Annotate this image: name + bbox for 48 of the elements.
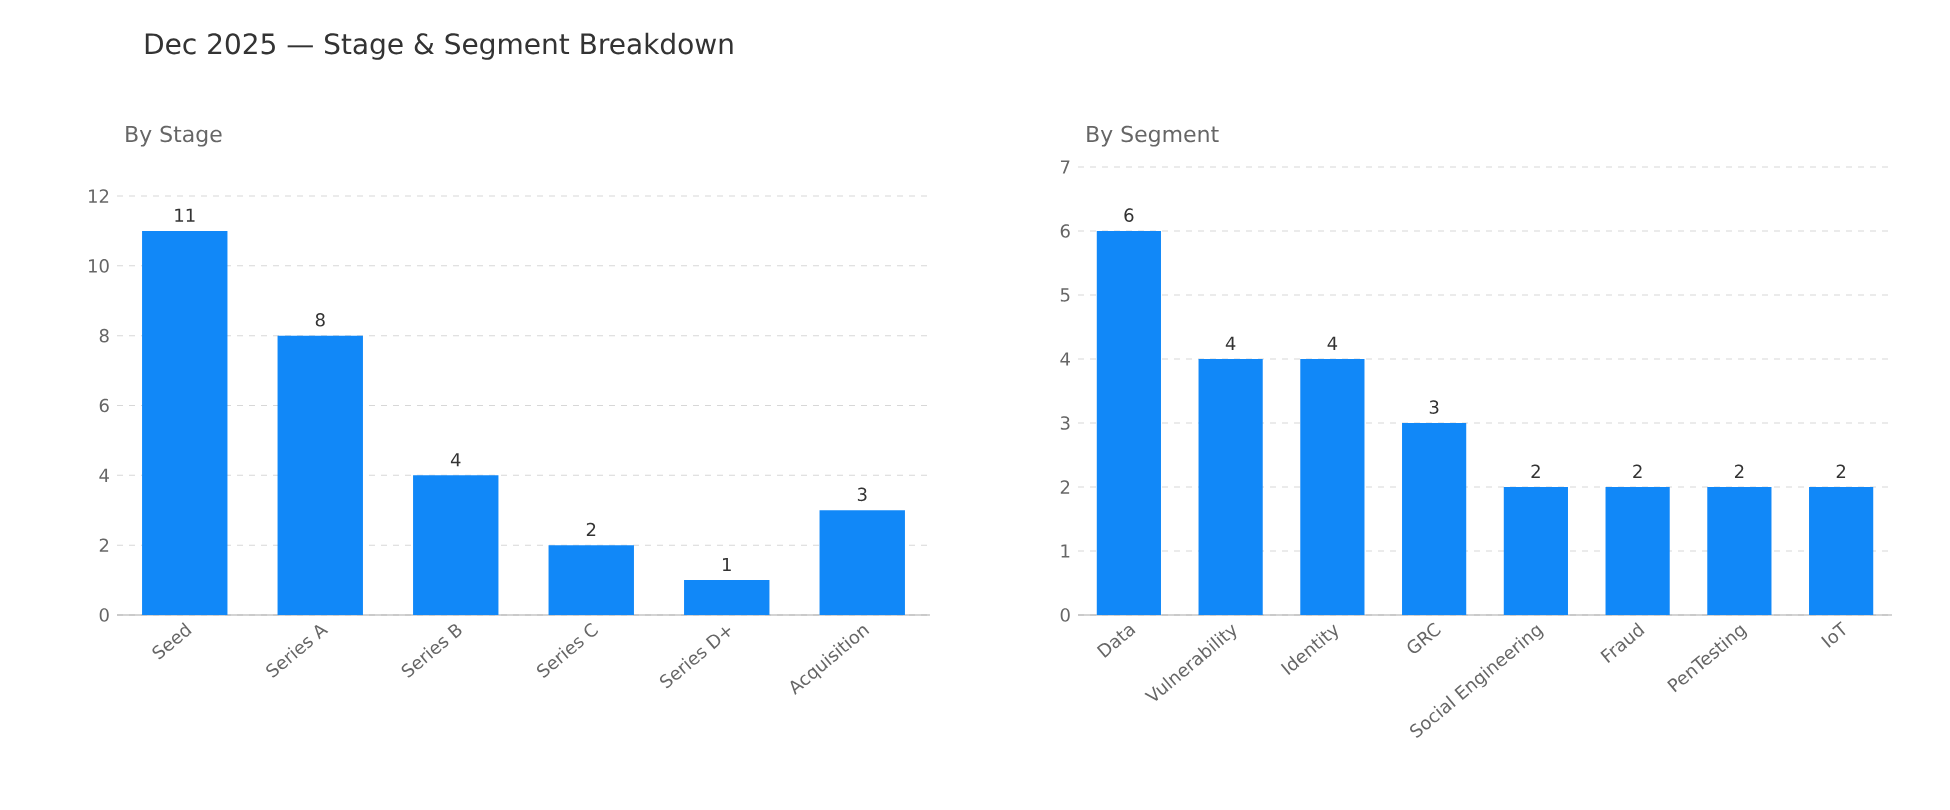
y-tick-label: 10 [89, 259, 109, 273]
data-label: 3 [857, 487, 867, 502]
bar [1809, 487, 1874, 615]
bar [1402, 423, 1467, 615]
y-tick-label: 7 [1060, 160, 1070, 174]
data-label: 11 [175, 208, 195, 222]
bar [1707, 487, 1772, 615]
data-label: 1 [723, 557, 731, 572]
data-label: 2 [1836, 464, 1846, 478]
data-label: 2 [1531, 464, 1540, 478]
y-tick-label: 4 [99, 468, 109, 482]
x-tick-label: IoT [1821, 621, 1846, 648]
bar [277, 335, 363, 615]
bar [1096, 231, 1161, 615]
chart-subtitle: By Segment [1087, 125, 1219, 147]
y-tick-label: 6 [99, 398, 109, 413]
data-label: 4 [450, 453, 461, 467]
bar [1198, 359, 1263, 615]
chart-title: Dec 2025 — Stage & Segment Breakdown [145, 32, 733, 60]
data-label: 3 [1429, 400, 1439, 414]
y-tick-label: 3 [1060, 416, 1070, 430]
data-label: 2 [1734, 464, 1744, 478]
bar [1503, 487, 1568, 615]
bar [1605, 487, 1670, 615]
bar [548, 545, 634, 615]
x-tick-label: GRC [1407, 622, 1441, 654]
data-label: 8 [315, 312, 325, 327]
chart-subtitle: By Stage [126, 125, 222, 147]
y-tick-label: 12 [89, 189, 109, 203]
y-tick-label: 6 [1060, 224, 1070, 238]
bar [1300, 359, 1365, 615]
data-label: 6 [1124, 208, 1134, 222]
bar [413, 475, 499, 615]
bar [819, 510, 905, 615]
bar [684, 580, 770, 615]
y-tick-label: 0 [99, 608, 109, 622]
y-tick-label: 2 [99, 538, 109, 552]
bar [142, 230, 228, 615]
y-tick-label: 0 [1060, 608, 1070, 622]
data-label: 2 [586, 522, 596, 537]
y-tick-label: 2 [1060, 480, 1070, 494]
y-tick-label: 5 [1060, 288, 1070, 302]
y-tick-label: 4 [1060, 352, 1070, 366]
data-label: 2 [1633, 464, 1642, 478]
y-tick-label: 8 [99, 328, 109, 343]
data-label: 4 [1327, 336, 1338, 350]
data-label: 4 [1225, 336, 1236, 350]
y-tick-label: 1 [1061, 544, 1070, 558]
